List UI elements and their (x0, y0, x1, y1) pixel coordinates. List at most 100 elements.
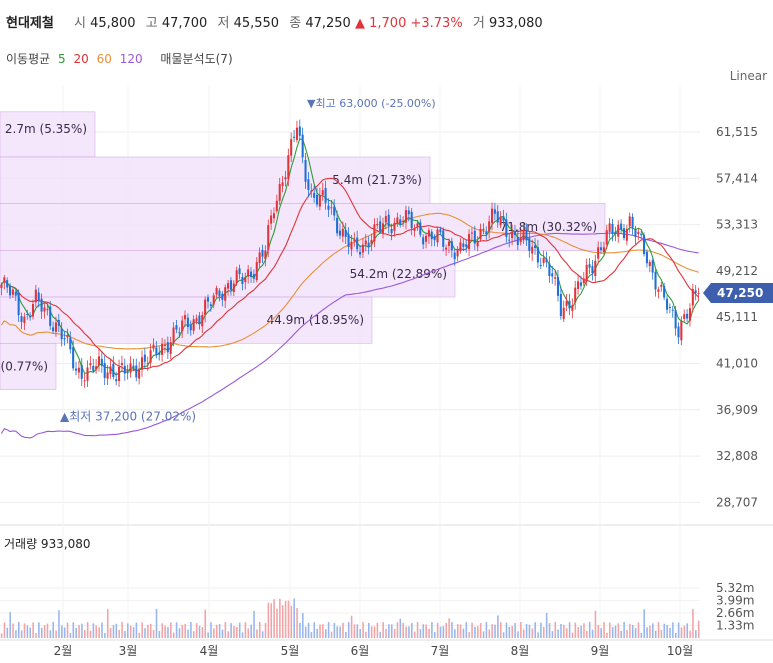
candle-body (310, 190, 313, 192)
candle-body (112, 363, 115, 377)
candle-body (364, 240, 367, 245)
candle-body (620, 223, 623, 230)
candle-body (106, 372, 109, 379)
volume-bar (534, 622, 536, 638)
volume-bar (689, 630, 691, 638)
candle-body (680, 320, 683, 341)
candle-body (129, 363, 132, 373)
candle-body (430, 231, 433, 240)
candle-body (648, 262, 651, 267)
candle-body (511, 231, 514, 239)
volume-bar (411, 622, 413, 638)
volume-bar (261, 631, 264, 638)
candle-body (267, 225, 270, 250)
moving-average-legend[interactable]: 이동평균 5 20 60 120 매물분석도(7) (6, 50, 237, 67)
candle-body (52, 327, 55, 332)
volume-profile-toggle[interactable]: 매물분석도(7) (160, 52, 233, 66)
candle-body (57, 319, 60, 326)
candle-body (442, 230, 445, 247)
ma-60-label[interactable]: 60 (96, 52, 112, 66)
volume-bar (413, 631, 416, 638)
candle-body (86, 367, 89, 381)
volume-bar (514, 623, 516, 638)
candle-body (100, 358, 103, 366)
candle-body (20, 316, 23, 322)
volume-bar (149, 623, 152, 638)
volume-bar (155, 608, 158, 638)
candle-body (198, 315, 201, 325)
scale-toggle[interactable]: Linear (729, 69, 767, 83)
volume-bar (353, 624, 356, 638)
candle-body (637, 231, 640, 235)
candle-body (534, 245, 537, 249)
volume-bar (83, 630, 86, 638)
volume-bar (368, 622, 370, 638)
volume-bar (307, 622, 310, 638)
volume-bar (649, 625, 651, 638)
volume-bar (620, 630, 623, 638)
volume-bar (565, 628, 568, 638)
ma-120-label[interactable]: 120 (119, 52, 143, 66)
candle-body (238, 268, 241, 275)
volume-bar (574, 622, 577, 638)
candle-body (298, 126, 301, 136)
volume-bar (172, 632, 175, 638)
candle-body (215, 287, 218, 295)
volume-bar (657, 622, 660, 638)
volume-bar (468, 632, 470, 638)
volume-tick-label: 5.32m (716, 581, 754, 595)
volume-bar (508, 626, 511, 638)
volume-bar (101, 622, 103, 638)
volume-bar (61, 625, 63, 638)
candle-body (622, 228, 626, 239)
candle-body (562, 307, 565, 319)
candle-body (181, 320, 184, 332)
volume-bar (557, 629, 559, 638)
candle-body (49, 306, 52, 326)
candle-body (29, 316, 32, 318)
candle-body (43, 307, 46, 312)
volume-tick-label: 2.66m (716, 606, 754, 620)
ma-60-line (0, 212, 699, 350)
volume-bar (422, 624, 425, 638)
ma-20-label[interactable]: 20 (73, 52, 89, 66)
change-value: 1,700 (369, 16, 407, 31)
y-tick-label: 61,515 (716, 125, 758, 139)
volume-bar (491, 624, 493, 638)
candle-body (631, 216, 634, 228)
ma-5-label[interactable]: 5 (58, 52, 66, 66)
volume-bar (241, 632, 244, 638)
volume-bar (626, 629, 628, 638)
candle-body (516, 236, 519, 246)
volume-bar (247, 628, 250, 638)
candle-body (201, 314, 204, 327)
volume-bar (479, 623, 482, 638)
candle-body (582, 278, 585, 284)
volume-bar (482, 631, 485, 638)
volume-bar (55, 630, 57, 638)
volume-profile-label: 44.9m (18.95%) (267, 313, 364, 327)
volume-bar (324, 629, 327, 638)
candle-body (519, 238, 522, 243)
volume-bar (218, 623, 221, 638)
candle-body (379, 221, 382, 231)
candle-body (184, 315, 187, 320)
high-value: 47,700 (161, 16, 208, 31)
candle-body (327, 205, 330, 210)
volume-bar (522, 629, 525, 638)
candle-body (599, 247, 603, 250)
candle-body (278, 184, 281, 201)
volume-bar (545, 612, 548, 638)
volume-tick-label: 3.99m (716, 594, 754, 608)
volume-bar (402, 622, 405, 638)
volume-bar (284, 601, 287, 638)
candle-body (149, 350, 152, 363)
candle-body (493, 209, 496, 214)
candle-body (89, 363, 92, 366)
volume-bar (588, 622, 591, 638)
candle-body (422, 237, 425, 245)
volume-bar (442, 626, 445, 638)
volume-bar (144, 628, 146, 638)
candle-body (674, 310, 677, 329)
